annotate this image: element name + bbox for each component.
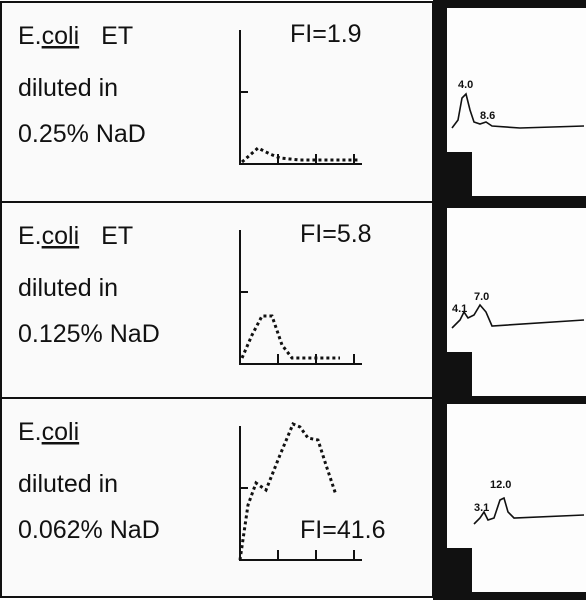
peak-label: 8.6 [480,110,495,122]
trace-line [451,92,585,129]
panel: E.coli ET diluted in 0.25% NaD FI=1.9 4.0 8.6 [18,8,586,198]
organism-label: E.coli [18,418,79,446]
peak-label: 4.0 [458,79,473,91]
diluent-label: diluted in [18,470,118,498]
genus: E. [18,222,42,250]
trace-marker [440,352,472,398]
histogram-axes [239,30,362,165]
concentration-label: 0.062% NaD [18,516,160,544]
organism-label: E.coli ET [18,222,133,250]
species: coli [42,222,80,250]
panel: E.coli diluted in 0.062% NaD FI=41.6 3.112.0 [18,404,586,594]
diluent-label: diluted in [18,274,118,302]
peak-label: 3.1 [474,502,489,514]
diluent-label: diluted in [18,74,118,102]
species: coli [42,22,80,50]
concentration-label: 0.125% NaD [18,320,160,348]
trace-marker [440,548,472,594]
histogram-axes [239,230,362,365]
fluorescence-index: FI=1.9 [290,20,362,48]
panel: E.coli ET diluted in 0.125% NaD FI=5.8 4.1 7.0 [18,208,586,398]
trace-line [451,303,585,329]
fluorescence-index: FI=5.8 [300,220,372,248]
genus: E. [18,22,42,50]
left-frame [0,1,434,598]
peak-label: 7.0 [474,291,489,303]
species: coli [42,418,80,446]
peak-label: 4.1 [452,303,467,315]
trace-line [473,496,585,525]
organism-label: E.coli ET [18,22,133,50]
genus: E. [18,418,42,446]
strain: ET [101,22,133,50]
histogram-curve [238,422,338,561]
trace-marker [440,152,472,198]
concentration-label: 0.25% NaD [18,120,146,148]
strain: ET [101,222,133,250]
histogram-curve [240,314,340,360]
peak-label: 12.0 [490,479,511,491]
fluorescence-index: FI=41.6 [300,516,385,544]
